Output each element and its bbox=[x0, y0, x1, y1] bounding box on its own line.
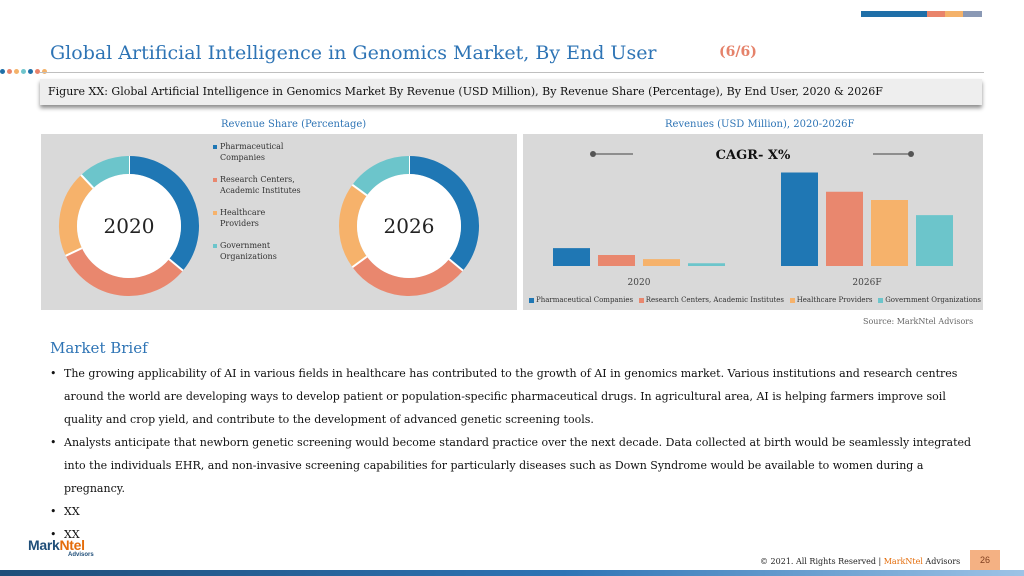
legend-label: Research Centers, Academic Institutes bbox=[220, 175, 301, 195]
cagr-right-dot bbox=[908, 151, 914, 157]
dot bbox=[21, 69, 26, 74]
figure-caption: Figure XX: Global Artificial Intelligenc… bbox=[40, 79, 982, 105]
dot bbox=[28, 69, 33, 74]
strip-segment bbox=[927, 11, 945, 17]
source-note: Source: MarkNtel Advisors bbox=[863, 317, 974, 326]
donut-slice-separator bbox=[80, 174, 95, 189]
donut-slice-4 bbox=[352, 156, 410, 196]
legend-label: Pharmaceutical Companies bbox=[536, 296, 634, 304]
legend-label: Government Organizations bbox=[885, 296, 981, 304]
brief-bullet: XX bbox=[48, 523, 980, 546]
legend-swatch bbox=[213, 145, 217, 149]
donut-hole bbox=[77, 174, 181, 278]
brief-bullet: The growing applicability of AI in vario… bbox=[48, 362, 980, 431]
donut-slice-3 bbox=[59, 174, 94, 256]
bar-legend-item: Healthcare Providers bbox=[789, 296, 873, 304]
legend-label: Government Organizations bbox=[220, 241, 277, 261]
marketntel-logo: MarkNtel Advisors bbox=[28, 538, 94, 559]
legend-item-pharma: Pharmaceutical Companies bbox=[213, 142, 303, 163]
copyright-note: © 2021. All Rights Reserved | MarkNtel A… bbox=[760, 557, 960, 566]
donut-slice-1 bbox=[128, 156, 199, 271]
strip-segment bbox=[945, 11, 963, 17]
page-number: 26 bbox=[970, 550, 1000, 570]
bar-2026F-4 bbox=[916, 215, 953, 266]
page-indicator: (6/6) bbox=[719, 44, 757, 60]
copyright-suffix: Advisors bbox=[922, 557, 961, 566]
bar-2026F-1 bbox=[781, 172, 818, 266]
dot bbox=[14, 69, 19, 74]
dot bbox=[0, 69, 5, 74]
cagr-left-dot bbox=[590, 151, 596, 157]
donut-slice-4 bbox=[81, 156, 130, 189]
brief-bullet: XX bbox=[48, 500, 980, 523]
dot bbox=[42, 69, 47, 74]
bar-2026F-2 bbox=[826, 191, 863, 266]
donut-slice-separator bbox=[351, 255, 368, 268]
legend-label: Pharmaceutical Companies bbox=[220, 142, 284, 162]
donut-year-label: 2020 bbox=[104, 214, 155, 238]
legend-swatch bbox=[638, 297, 644, 303]
strip-segment bbox=[861, 11, 927, 17]
donut-legend: Pharmaceutical Companies Research Center… bbox=[213, 142, 303, 274]
legend-label: Research Centers, Academic Institutes bbox=[645, 296, 785, 304]
legend-label: Healthcare Providers bbox=[220, 208, 266, 228]
donut-hole bbox=[357, 174, 461, 278]
bar-category-label: 2020 bbox=[628, 278, 651, 288]
legend-swatch bbox=[789, 297, 795, 303]
donut-slice-2 bbox=[352, 256, 463, 296]
bar-2020-3 bbox=[643, 259, 680, 266]
donut-slice-separator bbox=[351, 184, 368, 197]
donut-slice-separator bbox=[65, 247, 83, 257]
bar-2020-4 bbox=[688, 263, 725, 266]
page-title: Global Artificial Intelligence in Genomi… bbox=[50, 42, 657, 64]
legend-swatch bbox=[213, 211, 217, 215]
market-brief-list: The growing applicability of AI in vario… bbox=[48, 362, 980, 546]
top-color-strip bbox=[861, 11, 982, 17]
revenues-panel: 2020 2026F CAGR- X% Pharmaceutical Compani… bbox=[523, 134, 983, 310]
legend-label: Healthcare Providers bbox=[796, 296, 873, 304]
cagr-annotation: CAGR- X% bbox=[716, 148, 791, 163]
bar-category-label: 2026F bbox=[852, 278, 881, 288]
copyright-prefix: © 2021. All Rights Reserved | bbox=[760, 557, 884, 566]
bar-2026F-3 bbox=[871, 200, 908, 266]
logo-brand: MarkNtel bbox=[28, 538, 94, 552]
brief-bullet: Analysts anticipate that newborn genetic… bbox=[48, 431, 980, 500]
donut-slice-3 bbox=[339, 184, 368, 268]
bar-2020-1 bbox=[553, 248, 590, 266]
bar-legend-item: Government Organizations bbox=[878, 296, 981, 304]
market-brief-title: Market Brief bbox=[50, 339, 148, 357]
legend-swatch bbox=[213, 178, 217, 182]
legend-item-research: Research Centers, Academic Institutes bbox=[213, 175, 303, 196]
bar-chart: 2020 2026F CAGR- X% bbox=[553, 148, 953, 288]
donut-slice-separator bbox=[448, 258, 464, 272]
bar-legend: Pharmaceutical Companies Research Center… bbox=[529, 296, 981, 304]
donut-slice-separator bbox=[168, 258, 184, 272]
copyright-brand: MarkNtel bbox=[883, 557, 923, 566]
donut-charts: 2020 2026 bbox=[59, 156, 479, 296]
legend-item-healthcare: Healthcare Providers bbox=[213, 208, 303, 229]
footer-bar bbox=[0, 570, 1024, 576]
legend-swatch bbox=[878, 297, 884, 303]
legend-swatch bbox=[213, 244, 217, 248]
donut-year-label: 2026 bbox=[384, 214, 435, 238]
logo-subtext: Advisors bbox=[68, 552, 94, 558]
dot bbox=[7, 69, 12, 74]
bar-section-title: Revenues (USD Million), 2020-2026F bbox=[665, 119, 855, 130]
bar-legend-item: Research Centers, Academic Institutes bbox=[638, 296, 785, 304]
dot bbox=[35, 69, 40, 74]
legend-swatch bbox=[529, 297, 534, 303]
revenue-share-panel: 2020 2026 Pharmaceutical Companies Resear… bbox=[41, 134, 517, 310]
bar-legend-item: Pharmaceutical Companies bbox=[529, 296, 633, 304]
donut-slice-1 bbox=[408, 156, 479, 271]
decorative-dots bbox=[0, 69, 47, 75]
donut-slice-2 bbox=[65, 247, 183, 296]
legend-item-government: Government Organizations bbox=[213, 241, 303, 262]
logo-text-mark: Mark bbox=[28, 537, 60, 553]
logo-text-ntel: Ntel bbox=[59, 537, 85, 553]
bar-2020-2 bbox=[598, 255, 635, 266]
pie-section-title: Revenue Share (Percentage) bbox=[221, 119, 367, 130]
strip-segment bbox=[963, 11, 982, 17]
title-divider bbox=[40, 72, 984, 73]
